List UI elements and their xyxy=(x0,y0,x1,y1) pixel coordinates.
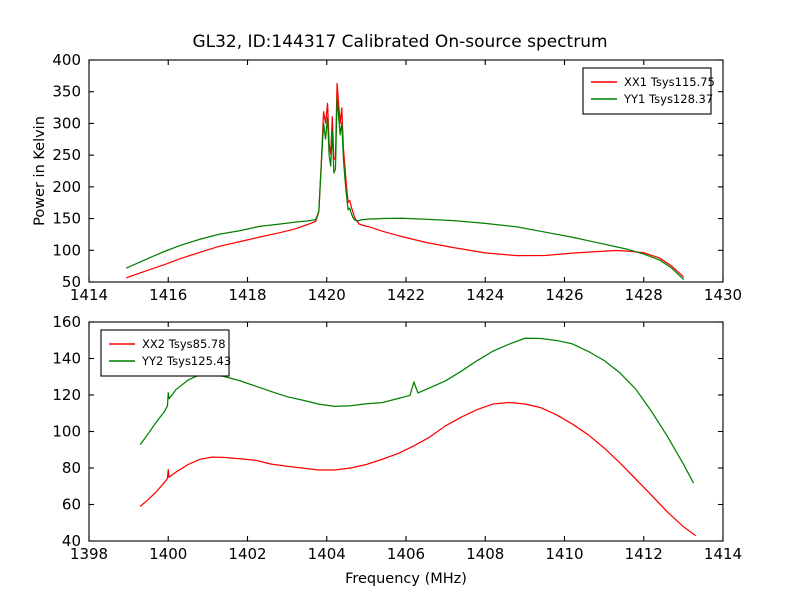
y-tick-label: 60 xyxy=(62,496,81,514)
legend-box xyxy=(582,67,712,115)
panel-top: 1414 1416 1418 1420 1422 1424 1426 1428 1430 50 10… xyxy=(32,51,742,304)
y-tick-label: 80 xyxy=(62,459,81,477)
x-tick-label: 1428 xyxy=(625,286,663,304)
x-tick-label: 1414 xyxy=(704,545,742,563)
x-tick-label: 1402 xyxy=(228,545,266,563)
x-tick-label: 1400 xyxy=(149,545,187,563)
legend-box xyxy=(100,329,230,377)
x-tick-label: 1418 xyxy=(228,286,266,304)
y-tick-label: 140 xyxy=(52,350,81,368)
x-tick-label: 1408 xyxy=(466,545,504,563)
x-tick-label: 1412 xyxy=(625,545,663,563)
x-tick-label: 1404 xyxy=(308,545,346,563)
y-tick-label: 150 xyxy=(52,210,81,228)
y-tick-label: 400 xyxy=(52,51,81,69)
y-tick-label: 200 xyxy=(52,178,81,196)
x-tick-label: 1416 xyxy=(149,286,187,304)
trace-yy2 xyxy=(139,337,694,484)
x-tick-label: 1406 xyxy=(387,545,425,563)
legend-label: XX1 Tsys115.75 xyxy=(624,75,715,89)
x-tick-label: 1414 xyxy=(70,286,108,304)
trace-yy1 xyxy=(126,97,685,280)
y-tick-label: 160 xyxy=(52,313,81,331)
x-tick-label: 1398 xyxy=(70,545,108,563)
x-tick-label: 1410 xyxy=(545,545,583,563)
legend-label: XX2 Tsys85.78 xyxy=(142,337,226,351)
x-tick-label: 1422 xyxy=(387,286,425,304)
panel-bottom: 1398 1400 1402 1404 1406 1408 1410 1412 1414 40 60… xyxy=(52,313,742,587)
y-axis-label: Power in Kelvin xyxy=(32,116,48,226)
legend-label: YY2 Tsys125.43 xyxy=(141,354,231,368)
x-tick-label: 1426 xyxy=(545,286,583,304)
x-tick-label: 1424 xyxy=(466,286,504,304)
legend-label: YY1 Tsys128.37 xyxy=(623,92,713,106)
x-tick-label: 1420 xyxy=(308,286,346,304)
page-title: GL32, ID:144317 Calibrated On-source spe… xyxy=(192,32,608,52)
y-tick-label: 40 xyxy=(62,532,81,550)
y-tick-label: 300 xyxy=(52,114,81,132)
x-tick-label: 1430 xyxy=(704,286,742,304)
y-tick-label: 100 xyxy=(52,423,81,441)
y-tick-label: 350 xyxy=(52,83,81,101)
trace-xx2 xyxy=(139,401,696,536)
y-tick-label: 120 xyxy=(52,386,81,404)
y-tick-label: 250 xyxy=(52,146,81,164)
y-tick-label: 50 xyxy=(62,273,81,291)
x-axis-label: Frequency (MHz) xyxy=(345,571,467,587)
y-tick-label: 100 xyxy=(52,241,81,259)
